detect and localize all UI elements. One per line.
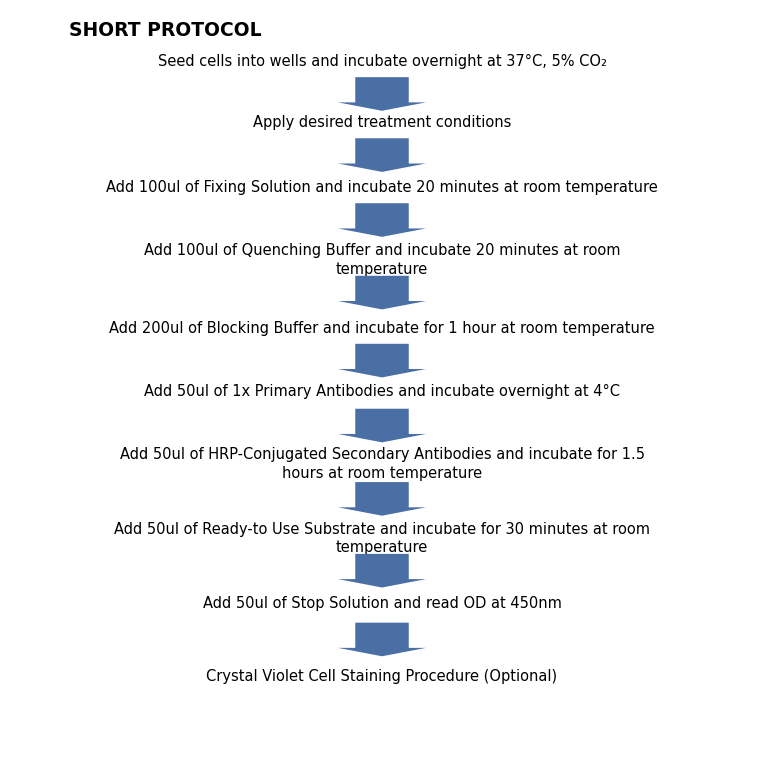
Text: Apply desired treatment conditions: Apply desired treatment conditions: [253, 115, 511, 130]
Polygon shape: [338, 409, 426, 442]
Polygon shape: [338, 482, 426, 516]
Text: Add 50ul of HRP-Conjugated Secondary Antibodies and incubate for 1.5
hours at ro: Add 50ul of HRP-Conjugated Secondary Ant…: [119, 447, 645, 481]
Polygon shape: [338, 344, 426, 377]
Text: Add 50ul of 1x Primary Antibodies and incubate overnight at 4°C: Add 50ul of 1x Primary Antibodies and in…: [144, 384, 620, 400]
Text: Add 100ul of Fixing Solution and incubate 20 minutes at room temperature: Add 100ul of Fixing Solution and incubat…: [106, 180, 658, 195]
Polygon shape: [338, 276, 426, 309]
Polygon shape: [338, 203, 426, 237]
Text: Add 200ul of Blocking Buffer and incubate for 1 hour at room temperature: Add 200ul of Blocking Buffer and incubat…: [109, 321, 655, 336]
Polygon shape: [338, 623, 426, 656]
Text: Add 50ul of Stop Solution and read OD at 450nm: Add 50ul of Stop Solution and read OD at…: [202, 596, 562, 611]
Polygon shape: [338, 138, 426, 172]
Text: Seed cells into wells and incubate overnight at 37°C, 5% CO₂: Seed cells into wells and incubate overn…: [157, 53, 607, 69]
Text: Crystal Violet Cell Staining Procedure (Optional): Crystal Violet Cell Staining Procedure (…: [206, 668, 558, 684]
Polygon shape: [338, 77, 426, 111]
Text: Add 100ul of Quenching Buffer and incubate 20 minutes at room
temperature: Add 100ul of Quenching Buffer and incuba…: [144, 243, 620, 277]
Text: Add 50ul of Ready-to Use Substrate and incubate for 30 minutes at room
temperatu: Add 50ul of Ready-to Use Substrate and i…: [114, 522, 650, 555]
Text: SHORT PROTOCOL: SHORT PROTOCOL: [69, 21, 261, 40]
Polygon shape: [338, 554, 426, 588]
